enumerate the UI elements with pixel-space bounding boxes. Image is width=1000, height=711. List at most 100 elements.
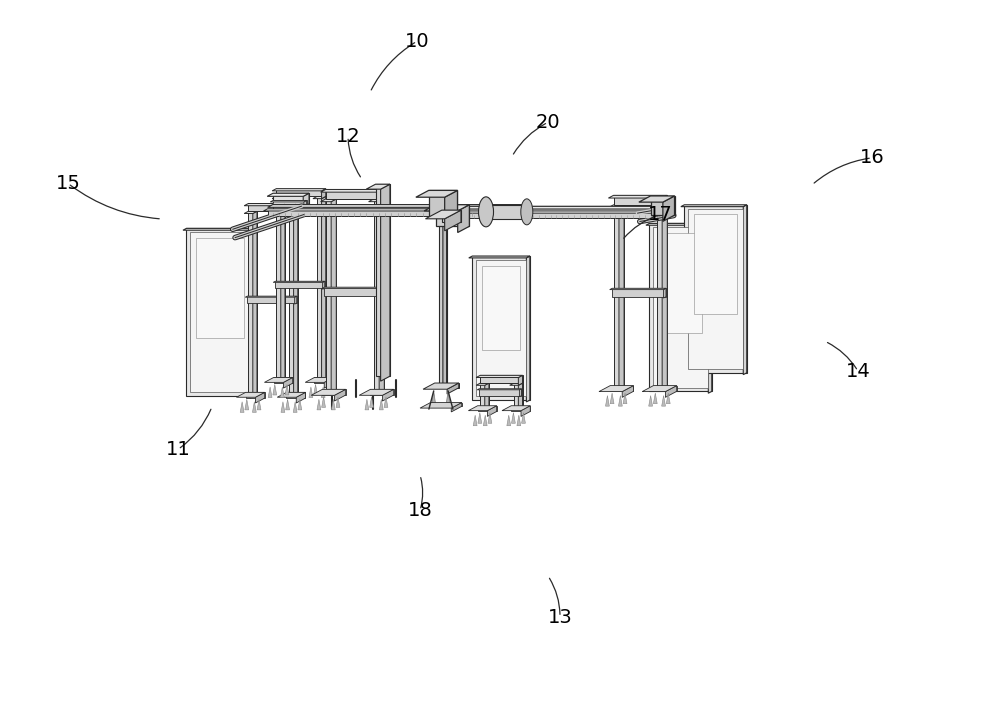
Polygon shape bbox=[253, 211, 257, 396]
Polygon shape bbox=[507, 415, 511, 426]
Polygon shape bbox=[331, 199, 336, 394]
Polygon shape bbox=[246, 392, 265, 398]
Polygon shape bbox=[289, 211, 298, 394]
Polygon shape bbox=[244, 211, 257, 213]
Polygon shape bbox=[510, 383, 523, 385]
Polygon shape bbox=[244, 203, 298, 205]
Polygon shape bbox=[652, 205, 667, 208]
Polygon shape bbox=[272, 188, 326, 191]
Polygon shape bbox=[514, 383, 523, 407]
Polygon shape bbox=[487, 406, 497, 417]
Polygon shape bbox=[365, 400, 369, 410]
Polygon shape bbox=[321, 199, 336, 202]
Polygon shape bbox=[429, 191, 457, 217]
Text: 12: 12 bbox=[336, 127, 360, 146]
Polygon shape bbox=[653, 228, 708, 387]
Polygon shape bbox=[416, 191, 457, 197]
Polygon shape bbox=[472, 256, 530, 400]
Polygon shape bbox=[313, 196, 326, 198]
Polygon shape bbox=[294, 203, 298, 213]
Polygon shape bbox=[651, 196, 675, 215]
Polygon shape bbox=[384, 397, 388, 407]
Polygon shape bbox=[314, 385, 317, 395]
Polygon shape bbox=[248, 211, 257, 394]
Polygon shape bbox=[653, 385, 677, 391]
Ellipse shape bbox=[479, 197, 494, 227]
Polygon shape bbox=[255, 392, 265, 403]
Polygon shape bbox=[324, 287, 383, 296]
Polygon shape bbox=[322, 390, 346, 395]
Polygon shape bbox=[379, 189, 384, 202]
Text: 11: 11 bbox=[166, 440, 190, 459]
Polygon shape bbox=[295, 296, 297, 304]
Text: 14: 14 bbox=[846, 362, 870, 380]
Polygon shape bbox=[280, 387, 284, 397]
Polygon shape bbox=[435, 203, 447, 205]
Polygon shape bbox=[267, 193, 309, 196]
Polygon shape bbox=[322, 397, 325, 407]
Polygon shape bbox=[445, 210, 461, 231]
Polygon shape bbox=[614, 196, 667, 205]
Polygon shape bbox=[326, 199, 336, 391]
Polygon shape bbox=[522, 412, 525, 423]
Polygon shape bbox=[186, 228, 254, 396]
Polygon shape bbox=[248, 203, 298, 211]
Polygon shape bbox=[447, 383, 459, 394]
Polygon shape bbox=[451, 402, 462, 412]
Polygon shape bbox=[236, 392, 265, 397]
Polygon shape bbox=[296, 392, 305, 403]
Polygon shape bbox=[311, 390, 346, 395]
Polygon shape bbox=[369, 199, 384, 202]
Polygon shape bbox=[305, 378, 333, 383]
Polygon shape bbox=[478, 406, 497, 412]
Polygon shape bbox=[513, 209, 517, 218]
Polygon shape bbox=[294, 211, 298, 396]
Polygon shape bbox=[439, 203, 447, 385]
Polygon shape bbox=[517, 415, 521, 426]
Polygon shape bbox=[639, 196, 675, 202]
Polygon shape bbox=[445, 191, 457, 224]
Polygon shape bbox=[518, 383, 523, 410]
Polygon shape bbox=[469, 256, 530, 258]
Polygon shape bbox=[379, 400, 383, 410]
Polygon shape bbox=[431, 391, 436, 407]
Polygon shape bbox=[606, 395, 609, 406]
Polygon shape bbox=[293, 402, 297, 412]
Polygon shape bbox=[272, 196, 285, 198]
Polygon shape bbox=[610, 385, 633, 391]
Polygon shape bbox=[442, 210, 461, 222]
Polygon shape bbox=[314, 378, 333, 383]
Polygon shape bbox=[502, 406, 530, 411]
Polygon shape bbox=[331, 400, 335, 410]
Polygon shape bbox=[273, 385, 277, 395]
Polygon shape bbox=[382, 390, 394, 401]
Polygon shape bbox=[268, 205, 522, 208]
Text: 16: 16 bbox=[860, 149, 884, 167]
Polygon shape bbox=[456, 206, 663, 215]
Polygon shape bbox=[521, 406, 530, 417]
Polygon shape bbox=[599, 385, 633, 392]
Polygon shape bbox=[286, 400, 290, 410]
Polygon shape bbox=[283, 378, 293, 388]
Polygon shape bbox=[274, 378, 293, 383]
Polygon shape bbox=[436, 205, 469, 226]
Text: 10: 10 bbox=[405, 32, 429, 50]
Polygon shape bbox=[688, 208, 743, 369]
Polygon shape bbox=[264, 378, 293, 383]
Polygon shape bbox=[196, 238, 244, 338]
Polygon shape bbox=[183, 228, 254, 230]
Polygon shape bbox=[662, 395, 666, 406]
Polygon shape bbox=[478, 412, 482, 423]
Polygon shape bbox=[321, 387, 325, 397]
Polygon shape bbox=[488, 412, 492, 423]
Polygon shape bbox=[653, 393, 657, 404]
Polygon shape bbox=[370, 390, 394, 395]
Polygon shape bbox=[359, 390, 394, 395]
Polygon shape bbox=[608, 205, 624, 208]
Polygon shape bbox=[662, 205, 667, 390]
Polygon shape bbox=[376, 184, 390, 376]
Polygon shape bbox=[642, 385, 677, 392]
Polygon shape bbox=[322, 287, 383, 289]
Polygon shape bbox=[447, 211, 657, 213]
Polygon shape bbox=[298, 400, 302, 410]
